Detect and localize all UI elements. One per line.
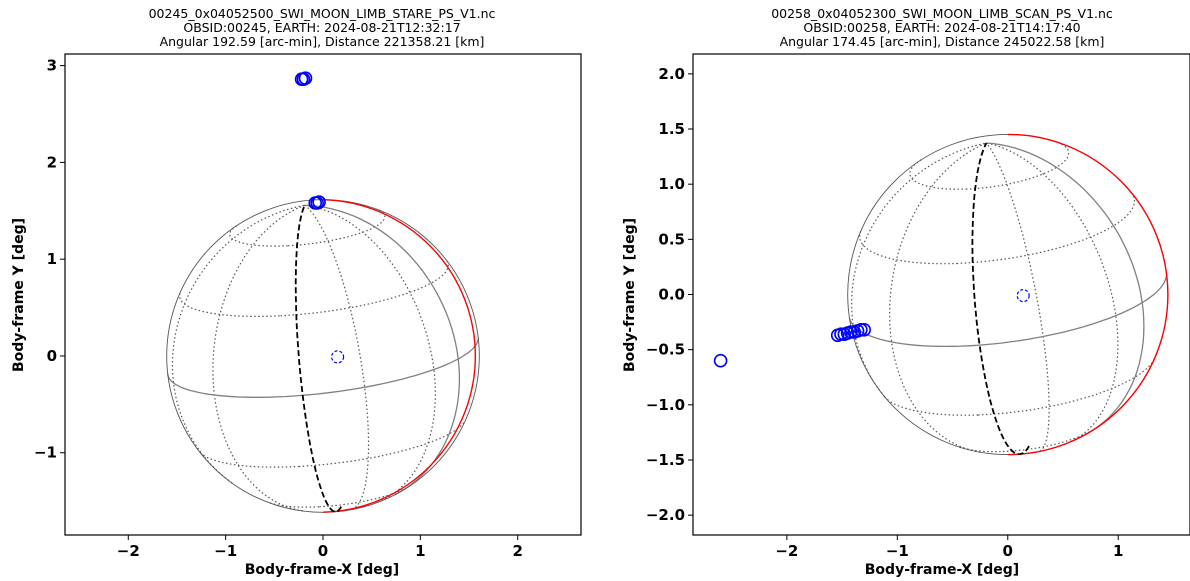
y-tick-label: 1.5 — [658, 120, 685, 138]
longitude-gridline — [986, 142, 1119, 443]
x-tick-label: 1 — [415, 542, 425, 560]
chart-title-line-2: OBSID:00245, EARTH: 2024-08-21T12:32:17 — [183, 20, 460, 35]
plot-area: −2 −1 0 1 −2.0 −1.5 −1.0 −0.5 0.0 0.5 1.0 1.5 2.0 — [646, 53, 1190, 560]
observation-point — [834, 327, 848, 342]
longitude-gridline — [985, 142, 1050, 452]
y-axis-label: Body-frame Y [deg] — [622, 218, 638, 372]
x-axis-label: Body-frame-X [deg] — [865, 562, 1019, 578]
x-tick-label: 0 — [318, 542, 328, 560]
plot-content — [166, 71, 480, 513]
x-tick-label: −1 — [214, 542, 237, 560]
chart-title-line-1: 00245_0x04052500_SWI_MOON_LIMB_STARE_PS_… — [149, 6, 496, 21]
x-tick-label: 0 — [1003, 542, 1013, 560]
chart-title-line-1: 00258_0x04052300_SWI_MOON_LIMB_SCAN_PS_V… — [771, 6, 1113, 21]
y-tick-label: 1.0 — [658, 175, 685, 193]
latitude-gridline — [884, 357, 1156, 416]
boresight-marker — [1016, 289, 1030, 303]
x-tick-label: −1 — [886, 542, 909, 560]
axes-frame — [64, 53, 582, 536]
observation-point — [857, 322, 872, 337]
longitude-gridline — [851, 142, 987, 398]
y-tick-label: 2.0 — [658, 65, 685, 83]
chart-title-line-3: Angular 174.45 [arc-min], Distance 24502… — [780, 34, 1105, 49]
terminator-line — [294, 204, 342, 513]
axes-frame — [692, 53, 1190, 536]
x-tick-label: 2 — [512, 542, 522, 560]
equator-line — [167, 337, 479, 398]
latitude-gridline — [859, 191, 1136, 265]
latitude-gridline — [909, 140, 1070, 190]
y-tick-label: −1.5 — [646, 451, 685, 469]
observation-point — [312, 195, 326, 209]
y-tick-label: −0.5 — [646, 341, 685, 359]
equator-line — [848, 273, 1168, 348]
y-tick-label: 0 — [47, 347, 57, 365]
latitude-gridline — [959, 428, 1095, 453]
longitude-gridline — [212, 204, 306, 512]
longitude-gridline — [304, 204, 370, 510]
y-axis-label: Body-frame Y [deg] — [11, 218, 27, 372]
y-tick-label: −1 — [34, 444, 57, 462]
observation-point — [854, 322, 868, 337]
boresight-marker — [331, 350, 345, 364]
right-chart-panel: 00258_0x04052300_SWI_MOON_LIMB_SCAN_PS_V… — [622, 6, 1190, 578]
x-tick-label: 1 — [1113, 542, 1123, 560]
chart-title-line-2: OBSID:00258, EARTH: 2024-08-21T14:17:40 — [803, 20, 1080, 35]
latitude-gridline — [178, 260, 449, 317]
y-tick-label: 2 — [47, 153, 57, 171]
x-tick-label: −2 — [775, 542, 798, 560]
y-tick-label: −2.0 — [646, 506, 685, 524]
chart-title-line-3: Angular 192.59 [arc-min], Distance 22135… — [160, 34, 485, 49]
y-tick-label: 0.5 — [658, 230, 685, 248]
plot-area: −2 −1 0 1 2 −1 0 1 2 3 — [34, 53, 582, 560]
longitude-gridline — [304, 204, 437, 503]
x-tick-label: −2 — [117, 542, 140, 560]
y-tick-label: 0.0 — [658, 286, 685, 304]
y-tick-label: 3 — [47, 57, 57, 75]
y-tick-label: −1.0 — [646, 396, 685, 414]
observation-point — [713, 353, 728, 368]
moon-limb — [847, 133, 1169, 456]
latitude-gridline — [269, 485, 410, 508]
meridian-line — [986, 142, 1145, 434]
x-axis-label: Body-frame-X [deg] — [245, 562, 399, 578]
lit-limb-arc — [1007, 133, 1169, 456]
terminator-line — [971, 142, 1030, 456]
plot-content — [713, 133, 1169, 456]
lit-limb-arc — [322, 199, 476, 513]
observation-point — [844, 325, 858, 339]
y-tick-label: 1 — [47, 250, 57, 268]
meridian-line — [304, 204, 461, 496]
observation-point — [298, 71, 313, 85]
left-chart-panel: 00245_0x04052500_SWI_MOON_LIMB_STARE_PS_… — [11, 6, 582, 578]
latitude-gridline — [229, 208, 386, 247]
moon-limb — [166, 199, 480, 513]
longitude-gridline — [888, 142, 987, 453]
latitude-gridline — [200, 420, 466, 468]
